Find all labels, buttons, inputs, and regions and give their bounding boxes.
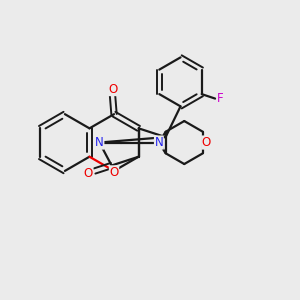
Text: F: F: [217, 92, 224, 105]
Text: N: N: [154, 136, 163, 149]
Text: O: O: [202, 136, 211, 149]
Text: O: O: [110, 166, 119, 179]
Text: O: O: [84, 167, 93, 180]
Text: N: N: [95, 136, 104, 149]
Text: O: O: [108, 82, 117, 96]
